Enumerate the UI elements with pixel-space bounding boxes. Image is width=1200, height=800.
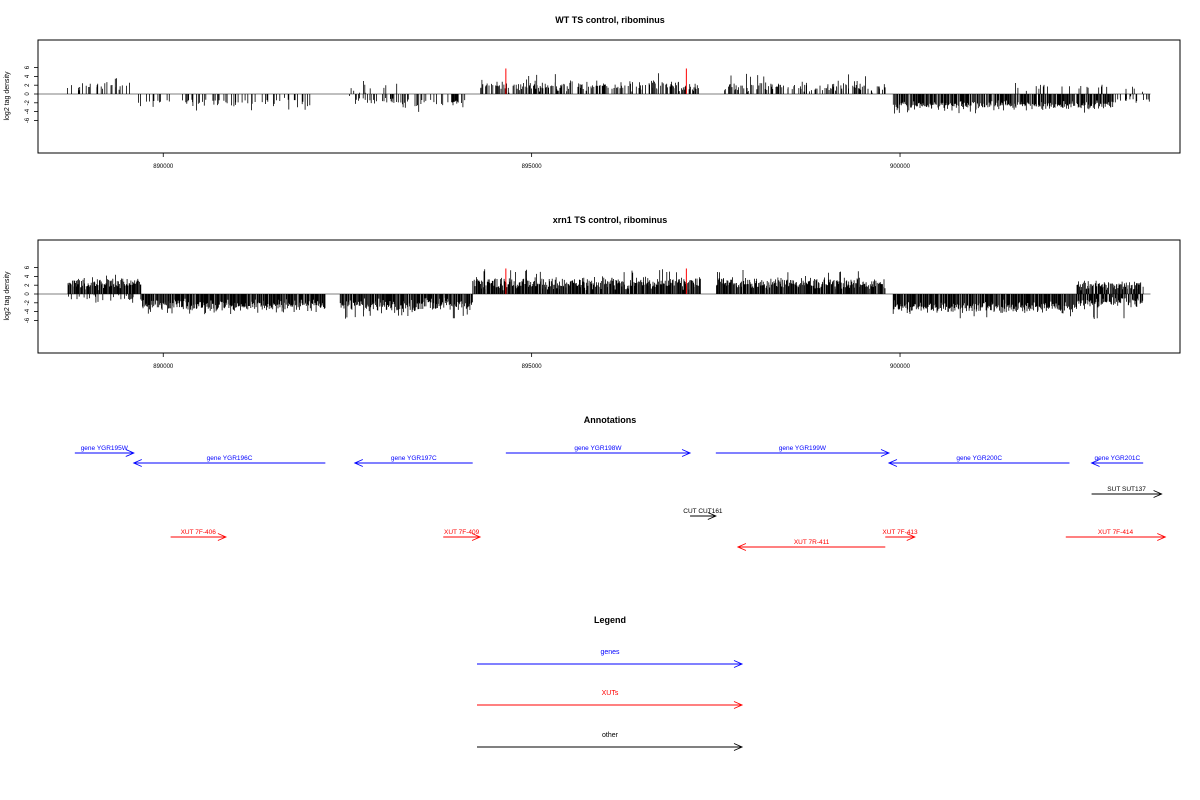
annotation-xut-7r-411-arrow xyxy=(736,543,886,551)
panel-xrn1-bars-segment-6 xyxy=(892,294,1077,319)
panel-xrn1-ytick-label: -6 xyxy=(25,317,31,323)
annotation-gene-ygr195w-arrow xyxy=(74,449,135,457)
panel-xrn1-ytick-label: -4 xyxy=(25,308,31,314)
annotation-xut-7f-414-label: XUT 7F-414 xyxy=(1098,529,1134,536)
panel-wt-bars-segment-8 xyxy=(1015,83,1143,94)
annotation-xut-7f-406-label: XUT 7F-406 xyxy=(181,529,217,536)
panel-wt-axes: -6 -4 -2 0 2 4 6 890000 895000 900000 xyxy=(25,65,911,170)
panel-xrn1: xrn1 TS control, ribominus log2 tag dens… xyxy=(4,215,1181,370)
annotation-gene-ygr201c-arrow xyxy=(1090,459,1144,467)
annotation-gene-ygr196c-label: gene YGR196C xyxy=(207,455,253,462)
panel-wt-bars-segment-1 xyxy=(138,94,311,111)
annotation-xut-7f-413-label: XUT 7F-413 xyxy=(882,529,918,536)
panel-xrn1-xtick-label: 890000 xyxy=(153,364,174,370)
annotation-xut-7f-409-label: XUT 7F-409 xyxy=(444,529,480,536)
panel-xrn1-bars-segment-3 xyxy=(339,294,473,319)
panel-xrn1-xtick-label: 900000 xyxy=(890,364,911,370)
annotation-gene-ygr201c-label: gene YGR201C xyxy=(1094,455,1140,462)
panel-xrn1-ytick-label: 4 xyxy=(25,274,31,278)
panel-xrn1-axes: -6 -4 -2 0 2 4 6 890000 895000 900000 xyxy=(25,265,911,370)
legend-genes-label: genes xyxy=(600,649,620,656)
annotation-xut-7f-414-arrow xyxy=(1065,533,1167,541)
panel-xrn1-xtick-label: 895000 xyxy=(522,364,543,370)
panel-wt-xtick-label: 895000 xyxy=(522,164,543,170)
panel-wt-ytick-label: 4 xyxy=(25,74,31,78)
legend-other-label: other xyxy=(602,732,619,739)
annotation-gene-ygr199w-label: gene YGR199W xyxy=(779,445,827,452)
panel-xrn1-bars-segment-8 xyxy=(1076,294,1144,319)
panel-xrn1-bars-segment-1 xyxy=(68,294,142,303)
panel-wt-ytick-label: -2 xyxy=(25,99,31,105)
annotation-gene-ygr198w-label: gene YGR198W xyxy=(574,445,622,452)
annotation-cut-cut161-arrow xyxy=(690,512,717,520)
annotation-xut-7f-409-arrow xyxy=(443,533,482,541)
panel-xrn1-ytick-label: 0 xyxy=(25,292,31,296)
panel-wt: WT TS control, ribominus log2 tag densit… xyxy=(4,15,1181,170)
panel-wt-ytick-label: -6 xyxy=(25,117,31,123)
annotations-title: Annotations xyxy=(584,415,637,425)
panel-wt-xtick-label: 900000 xyxy=(890,164,911,170)
panel-xrn1-ytick-label: 6 xyxy=(25,265,31,269)
annotation-xut-7r-411-label: XUT 7R-411 xyxy=(794,539,830,546)
annotation-gene-ygr197c-arrow xyxy=(353,459,473,467)
panel-wt-ylabel: log2 tag density xyxy=(4,71,11,121)
panel-xrn1-ytick-label: -2 xyxy=(25,299,31,305)
annotation-gene-ygr200c-arrow xyxy=(887,459,1070,467)
panel-wt-bars-segment-7 xyxy=(1114,94,1150,103)
panel-xrn1-frame xyxy=(37,239,1181,354)
annotation-sut-sut137-arrow xyxy=(1091,490,1163,498)
panel-wt-bars-segment-0 xyxy=(67,78,130,94)
annotation-gene-ygr199w-arrow xyxy=(715,449,891,457)
panel-wt-bars-segment-5 xyxy=(724,73,886,94)
legend-title: Legend xyxy=(594,615,626,625)
panel-wt-ytick-label: 6 xyxy=(25,65,31,69)
annotation-gene-ygr200c-label: gene YGR200C xyxy=(956,455,1002,462)
annotation-cut-cut161-label: CUT CUT161 xyxy=(683,508,723,515)
panel-xrn1-bars-segment-0 xyxy=(67,274,142,294)
annotation-xut-7f-413-arrow xyxy=(885,533,916,541)
legend-items: genes XUTs other xyxy=(477,649,744,751)
panel-wt-frame xyxy=(37,39,1181,154)
panel-wt-bars xyxy=(38,68,1151,114)
legend-other-arrow xyxy=(477,743,744,751)
panel-wt-title: WT TS control, ribominus xyxy=(555,15,665,25)
legend-panel: Legend genes XUTs other xyxy=(477,615,744,751)
annotation-sut-sut137-label: SUT SUT137 xyxy=(1107,486,1146,493)
panel-wt-ytick-label: 0 xyxy=(25,92,31,96)
panel-wt-ytick-label: 2 xyxy=(25,83,31,87)
panel-wt-bars-segment-3 xyxy=(349,94,466,112)
annotation-gene-ygr196c-arrow xyxy=(132,459,326,467)
annotation-arrows: gene YGR195W gene YGR196C gene YGR197C gene… xyxy=(74,445,1167,551)
panel-xrn1-title: xrn1 TS control, ribominus xyxy=(553,215,668,225)
panel-xrn1-bars xyxy=(38,268,1151,319)
panel-xrn1-ytick-label: 2 xyxy=(25,283,31,287)
panel-wt-bars-segment-4 xyxy=(480,73,699,94)
panel-wt-xtick-label: 890000 xyxy=(153,164,174,170)
panel-wt-bars-segment-6 xyxy=(892,94,1114,114)
legend-xuts-arrow xyxy=(477,701,744,709)
panel-xrn1-ylabel: log2 tag density xyxy=(4,271,11,321)
legend-genes-arrow xyxy=(477,660,744,668)
annotation-gene-ygr198w-arrow xyxy=(505,449,692,457)
panel-xrn1-bars-segment-7 xyxy=(1076,280,1144,294)
panel-xrn1-bars-segment-4 xyxy=(472,269,701,294)
panel-xrn1-bars-segment-2 xyxy=(141,294,326,315)
panel-xrn1-bars-segment-5 xyxy=(716,270,886,294)
annotation-xut-7f-406-arrow xyxy=(170,533,227,541)
panel-wt-bars-segment-2 xyxy=(350,81,398,94)
annotation-gene-ygr197c-label: gene YGR197C xyxy=(391,455,437,462)
annotation-gene-ygr195w-label: gene YGR195W xyxy=(81,445,129,452)
panel-wt-ytick-label: -4 xyxy=(25,108,31,114)
legend-xuts-label: XUTs xyxy=(602,690,619,697)
